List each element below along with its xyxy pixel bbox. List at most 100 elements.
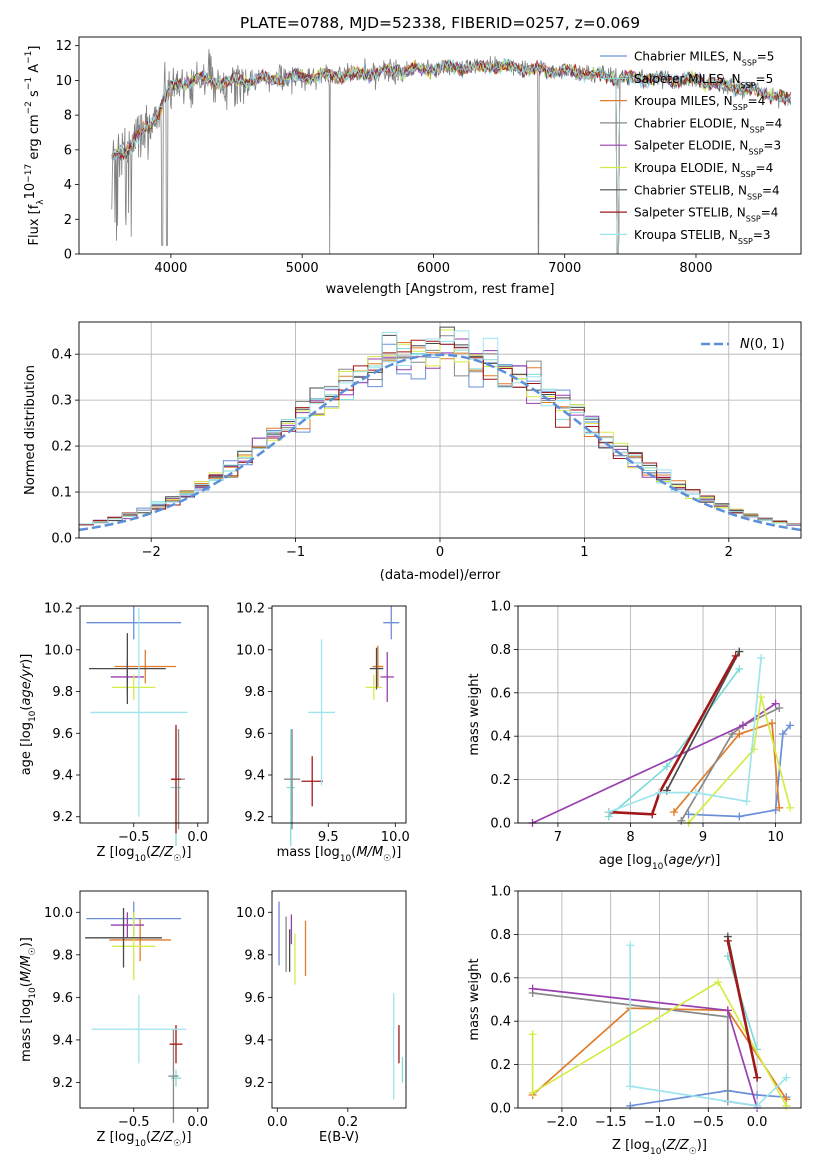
x-tick-label: 5000 — [286, 261, 319, 276]
x-tick-label: −2.0 — [546, 1115, 578, 1130]
legend-label: Salpeter STELIB, NSSP=4 — [634, 206, 778, 224]
axes-age-vs-Z: −0.5 0.0 9.2 9.4 9.6 9.8 10.0 10.2 — [44, 602, 208, 845]
x-tick-label: −1.5 — [595, 1115, 627, 1130]
y-tick-label: 10.0 — [236, 906, 265, 921]
massweight-marker — [714, 978, 723, 987]
massweight-marker — [626, 1101, 635, 1110]
x-tick-label: 9 — [699, 830, 707, 845]
y-tick-label: 0.4 — [51, 348, 72, 363]
x-tick-label: 0.0 — [267, 1115, 288, 1130]
massweight-marker — [731, 651, 740, 660]
y-tick-label: 0.4 — [490, 730, 511, 745]
spectrum-legend: Chabrier MILES, NSSP=5 Salpeter MILES, NS… — [600, 50, 782, 246]
massweight-marker — [778, 730, 787, 739]
axes-mass-vs-ebv: 0.0 0.2 9.2 9.4 9.6 9.8 10.0 — [236, 906, 358, 1130]
legend-label: Kroupa STELIB, NSSP=3 — [634, 228, 771, 246]
axes-frame-age-vs-Z — [79, 605, 209, 824]
y-tick-label: 1.0 — [490, 885, 511, 900]
axes-frame-spectrum — [78, 36, 802, 255]
y-tick-label: 9.6 — [244, 991, 265, 1006]
massweight-marker — [775, 803, 784, 812]
y-tick-label: 9.8 — [244, 948, 265, 963]
massweight-marker — [662, 762, 671, 771]
y-tick-label: 0.4 — [490, 1015, 511, 1030]
y-tick-label: 0.3 — [51, 394, 72, 409]
massweight-marker — [757, 654, 766, 663]
massweight-marker — [604, 808, 613, 817]
massweight-line — [680, 707, 780, 822]
histogram-6 — [79, 326, 801, 526]
x-axis-label: (data-model)/error — [380, 568, 501, 583]
axes-frame-massweight-vs-Z — [517, 890, 802, 1109]
massweight-line — [688, 724, 791, 818]
massweight-marker — [782, 1073, 791, 1082]
x-tick-label: 0 — [436, 545, 444, 560]
y-axis-label: age [log10(age/yr)] — [19, 654, 38, 776]
y-tick-label: 8 — [64, 109, 72, 124]
x-axis-label: Z [log10(Z/Z☉)] — [612, 1138, 707, 1157]
y-tick-label: 0.1 — [51, 486, 72, 501]
massweight-line — [532, 1007, 788, 1100]
massweight-marker — [775, 703, 784, 712]
histogram-5 — [79, 329, 801, 525]
y-tick-label: 9.8 — [244, 685, 265, 700]
massweight-marker — [691, 788, 700, 797]
massweight-marker — [528, 1088, 537, 1097]
massweight-marker — [742, 797, 751, 806]
y-tick-label: 9.2 — [244, 1076, 265, 1091]
x-axis-label: age [log10(age/yr)] — [599, 853, 721, 872]
x-tick-label: 0.0 — [747, 1115, 768, 1130]
histogram-plot — [78, 326, 802, 532]
x-tick-label: 8000 — [679, 261, 712, 276]
massweight-line — [726, 955, 758, 1050]
massweight-marker — [786, 803, 795, 812]
y-tick-label: 0.0 — [490, 817, 511, 832]
y-tick-label: 6 — [64, 143, 72, 158]
x-tick-label: 2 — [725, 545, 733, 560]
x-axis-label: Z [log10(Z/Z☉)] — [97, 845, 192, 864]
x-tick-label: −0.5 — [118, 830, 150, 845]
y-tick-label: 9.6 — [52, 727, 73, 742]
x-tick-label: 8 — [626, 830, 634, 845]
massweight-marker — [753, 1073, 762, 1082]
x-tick-label: −2 — [142, 545, 161, 560]
x-tick-label: 1 — [580, 545, 588, 560]
massweight-marker — [735, 730, 744, 739]
massweight-line — [608, 668, 740, 818]
y-tick-label: 1.0 — [490, 600, 511, 615]
y-tick-label: 0.8 — [490, 928, 511, 943]
massweight-marker — [757, 693, 766, 702]
massweight-marker — [753, 1101, 762, 1110]
massweight-marker — [735, 664, 744, 673]
massweight-marker — [771, 699, 780, 708]
massweight-marker — [670, 808, 679, 817]
y-tick-label: 9.2 — [52, 1076, 73, 1091]
massweight-marker — [677, 816, 686, 825]
y-tick-label: 2 — [64, 213, 72, 228]
x-tick-label: 0.0 — [187, 830, 208, 845]
axes-frame-mass-vs-Z — [79, 890, 209, 1109]
x-axis-label: mass [log10(M/M☉)] — [277, 845, 402, 864]
y-tick-label: 9.4 — [244, 1033, 265, 1048]
massweight-line — [630, 1089, 787, 1107]
axes-massweight-vs-age: 7 8 9 10 0.0 0.2 0.4 0.6 0.8 1.0 — [490, 600, 801, 845]
spectrum-title: PLATE=0788, MJD=52338, FIBERID=0257, z=0… — [240, 14, 640, 32]
massweight-marker — [786, 721, 795, 730]
y-axis-label: Normed distribution — [23, 365, 38, 495]
legend-label: Chabrier STELIB, NSSP=4 — [634, 183, 780, 201]
massweight-marker — [753, 1090, 762, 1099]
x-axis-label: Z [log10(Z/Z☉)] — [97, 1130, 192, 1149]
y-tick-label: 10 — [55, 74, 72, 89]
massweight-marker — [648, 810, 657, 819]
x-tick-label: −1 — [286, 545, 305, 560]
legend-label: N(0, 1) — [740, 337, 785, 352]
massweight-marker — [767, 719, 776, 728]
massweight-line — [687, 696, 791, 824]
errorbar-plot-mass-vs-ebv — [278, 901, 404, 1100]
x-tick-label: 10.0 — [381, 830, 410, 845]
errorbar-plot-age-vs-Z — [86, 606, 188, 846]
spectrum-plot — [111, 49, 791, 254]
y-tick-label: 0.0 — [51, 532, 72, 547]
massweight-marker — [735, 812, 744, 821]
